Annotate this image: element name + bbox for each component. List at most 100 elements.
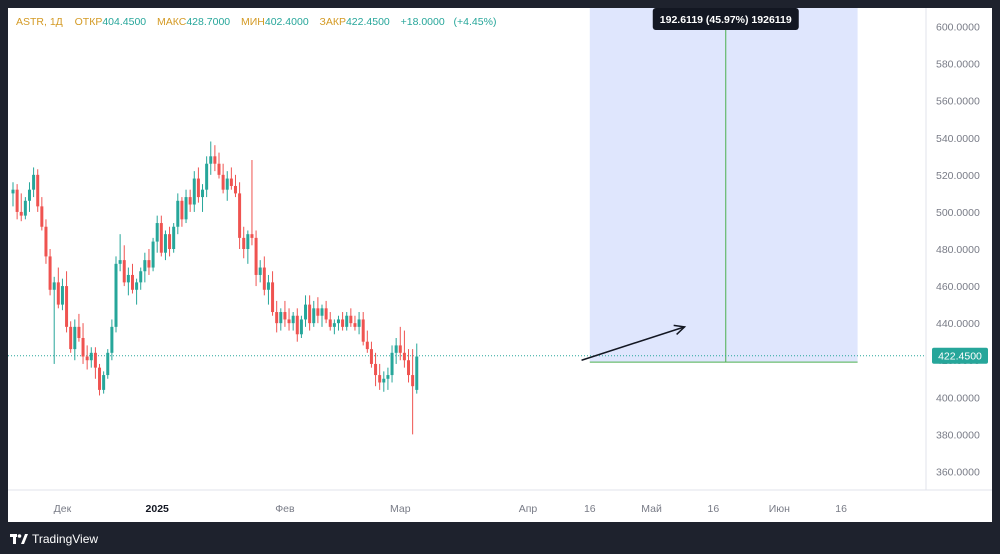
candle [353, 315, 357, 331]
x-tick-label: 16 [708, 503, 720, 515]
candle [89, 347, 93, 368]
candle-body [147, 260, 151, 268]
candle [36, 169, 40, 212]
candle [168, 226, 172, 257]
candle [52, 276, 56, 364]
candle-body [378, 375, 382, 383]
candle-body [36, 174, 40, 207]
candle [151, 237, 155, 272]
candle-body [135, 282, 139, 290]
candle [180, 197, 184, 227]
candle-body [98, 367, 102, 390]
candle-body [65, 286, 69, 327]
candle-body [27, 189, 31, 201]
candle-body [192, 178, 196, 205]
price-chart[interactable]: 360.0000380.0000400.0000420.0000440.0000… [8, 8, 992, 522]
candle-body [52, 282, 56, 290]
candle [155, 215, 159, 253]
last-price-badge [932, 347, 988, 364]
x-tick-label: Фев [275, 503, 295, 515]
candle [275, 300, 279, 333]
candle [411, 349, 415, 435]
candle-body [172, 226, 176, 249]
candle-body [394, 345, 398, 353]
y-tick-label: 400.0000 [936, 392, 980, 404]
candle [382, 371, 386, 392]
candle-body [19, 211, 23, 216]
candle [81, 323, 85, 364]
candle-body [118, 260, 122, 264]
candle [159, 215, 163, 257]
candle-body [151, 241, 155, 268]
candle [336, 315, 340, 331]
candle-body [320, 308, 324, 316]
candle [402, 330, 406, 368]
candle-body [382, 378, 386, 383]
x-tick-label: 2025 [146, 503, 170, 515]
candle-body [402, 352, 406, 361]
candle [271, 271, 275, 316]
candle [299, 315, 303, 338]
candle [196, 167, 200, 203]
candle [341, 312, 345, 331]
y-tick-label: 500.0000 [936, 207, 980, 219]
candle-body [110, 326, 114, 353]
candle [324, 300, 328, 324]
candle [283, 300, 287, 327]
candle [32, 167, 36, 198]
legend-header: ASTR, 1Д ОТКР404.4500 МАКС428.7000 МИН40… [16, 16, 496, 28]
candle-body [266, 282, 270, 290]
candle-body [40, 206, 44, 227]
candle [316, 297, 320, 324]
candle [225, 171, 229, 201]
y-tick-label: 580.0000 [936, 59, 980, 71]
candle [386, 367, 390, 390]
candle [172, 223, 176, 253]
low-value: 402.4000 [264, 16, 309, 28]
candle [357, 312, 361, 335]
candle [291, 312, 295, 331]
candle [135, 278, 139, 305]
candle-body [81, 337, 85, 357]
candle [48, 249, 52, 296]
brand-name: TradingView [32, 532, 99, 546]
candle [27, 182, 31, 212]
brand-footer[interactable]: TradingView [10, 528, 98, 550]
candle-body [15, 189, 19, 212]
close-label: ЗАКР [319, 16, 346, 28]
candle [365, 330, 369, 353]
candle [69, 321, 73, 353]
close-value: 422.4500 [345, 16, 390, 28]
y-tick-label: 520.0000 [936, 170, 980, 182]
candle [192, 171, 196, 212]
candle [287, 308, 291, 331]
y-tick-label: 540.0000 [936, 133, 980, 145]
candle [19, 193, 23, 222]
candle [163, 230, 167, 261]
candle [312, 300, 316, 327]
candle [205, 156, 209, 198]
candle-body [374, 363, 378, 376]
candle [390, 345, 394, 383]
candle [369, 341, 373, 368]
candle-body [89, 352, 93, 361]
open-value: 404.4500 [102, 16, 147, 28]
candle-body [23, 200, 27, 216]
candle-body [229, 178, 233, 186]
candle [176, 193, 180, 235]
candle-body [213, 156, 217, 164]
candle [98, 363, 102, 396]
candle-body [345, 315, 349, 327]
y-tick-label: 380.0000 [936, 429, 980, 441]
candle-body [365, 341, 369, 350]
candle-body [361, 319, 365, 342]
candle-body [308, 304, 312, 324]
candle-body [279, 312, 283, 324]
candle [15, 184, 19, 220]
candle-body [60, 286, 64, 305]
candle [114, 256, 118, 333]
low-label: МИН [240, 16, 265, 28]
candle [374, 352, 378, 387]
x-tick-label: Мар [390, 503, 411, 515]
y-tick-label: 440.0000 [936, 318, 980, 330]
